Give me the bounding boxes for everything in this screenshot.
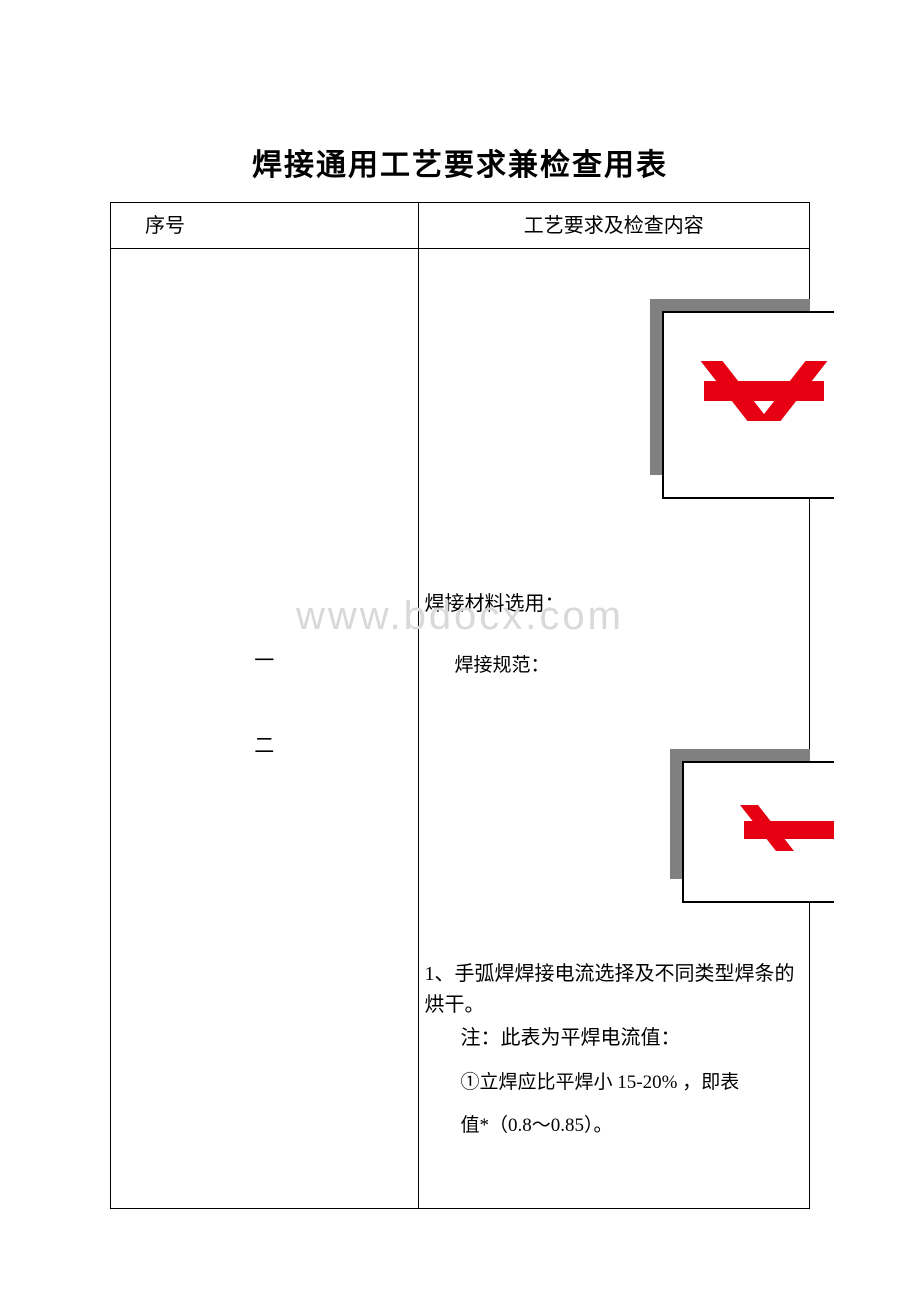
image-frame xyxy=(682,761,834,903)
cell-sequence-numbers: 一 二 xyxy=(111,249,419,1209)
broken-image-x-icon xyxy=(704,355,824,425)
section-material-label: 焊接材料选用： xyxy=(425,589,565,620)
sequence-number-1: 一 xyxy=(254,644,274,673)
table-body-row: 一 二 焊接材料 xyxy=(111,249,810,1209)
main-table: 序号 工艺要求及检查内容 一 二 xyxy=(110,202,810,1209)
paragraph-bullet-1a: ①立焊应比平焊小 15-20% ，即表 xyxy=(425,1068,803,1097)
sequence-number-2: 二 xyxy=(254,729,274,758)
cell-process-content: 焊接材料选用： 焊接规范： 1、手弧焊焊接电流选择及不同 xyxy=(418,249,809,1209)
broken-image-placeholder-top xyxy=(650,299,810,475)
page-title: 焊接通用工艺要求兼检查用表 xyxy=(110,140,810,184)
header-col-content: 工艺要求及检查内容 xyxy=(418,203,809,249)
paragraph-note: 注：此表为平焊电流值： xyxy=(425,1023,803,1054)
broken-image-x-icon xyxy=(744,803,834,853)
paragraph-block: 1、手弧焊焊接电流选择及不同类型焊条的烘干。 注：此表为平焊电流值： ①立焊应比… xyxy=(425,959,803,1141)
broken-image-placeholder-mid xyxy=(670,749,810,879)
paragraph-item-1: 1、手弧焊焊接电流选择及不同类型焊条的烘干。 xyxy=(425,959,803,1021)
paragraph-bullet-2: 值*（0.8～0.85）。 xyxy=(425,1111,803,1140)
image-frame xyxy=(662,311,834,499)
table-header-row: 序号 工艺要求及检查内容 xyxy=(111,203,810,249)
header-col-sequence: 序号 xyxy=(111,203,419,249)
section-spec-label: 焊接规范： xyxy=(455,651,550,680)
document-page: 焊接通用工艺要求兼检查用表 序号 工艺要求及检查内容 一 二 xyxy=(0,0,920,1269)
